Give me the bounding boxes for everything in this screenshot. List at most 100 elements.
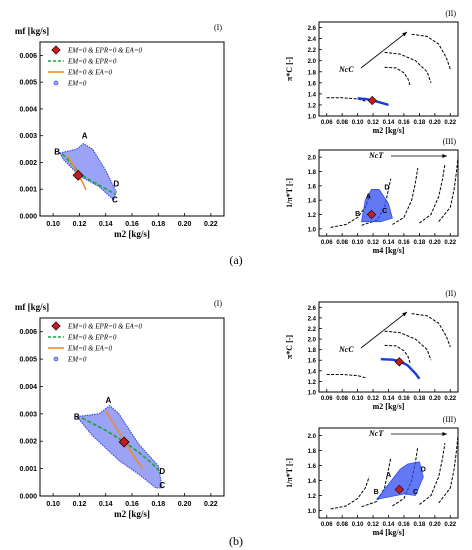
y-tick-label: 1.6: [308, 359, 317, 365]
legend-label: EM=0 & EPR=0 & EA=0: [67, 47, 143, 55]
speed-line: [326, 97, 366, 102]
marker-optimum: [394, 484, 404, 495]
y-axis-label: 1/π*T [-]: [285, 178, 294, 208]
region-em0: [58, 142, 117, 201]
y-tick-label: 1.8: [308, 348, 317, 354]
y-tick-label: 1.0: [308, 227, 317, 233]
y-tick-label: 1.0: [308, 391, 317, 397]
y-tick-label: 1.4: [308, 199, 317, 205]
legend-label: EM=0 & EPR=0 & EA=0: [67, 323, 143, 331]
speed-line: [361, 457, 392, 508]
y-tick-label: 0.000: [19, 494, 37, 501]
speed-line: [419, 442, 446, 505]
x-tick-label: 0.10: [352, 396, 364, 402]
y-tick-label: 0.001: [19, 466, 37, 473]
legend-label: EM=0 & EA=0: [67, 345, 113, 353]
x-tick-label: 0.18: [414, 396, 426, 402]
y-tick-label: 0.005: [19, 80, 37, 87]
y-tick-label: 1.2: [308, 380, 317, 386]
panel-label: (III): [443, 415, 457, 424]
y-tick-label: 1.2: [308, 213, 317, 219]
x-tick-label: 0.16: [398, 240, 410, 246]
legend-label: EM=0: [67, 80, 87, 88]
point-label-C: C: [112, 196, 118, 205]
x-tick-label: 0.14: [383, 522, 395, 528]
panel-label: (III): [443, 137, 457, 146]
speed-annotation: NcC: [338, 65, 354, 74]
y-tick-label: 2.0: [308, 156, 317, 162]
y-tick-label: 1.4: [308, 369, 317, 375]
x-tick-label: 0.12: [367, 396, 379, 402]
speed-annotation: NcT: [368, 429, 384, 438]
chart-a-III: 0.06 0.08 0.10 0.12 0.14 0.16 0.18 0.20 0.22 1.0 1…: [285, 137, 459, 255]
operating-line: [380, 358, 421, 380]
y-tick-label: 1.8: [308, 70, 317, 76]
operating-cloud: [375, 461, 424, 500]
x-tick-label: 0.20: [178, 501, 192, 508]
legend-marker: [53, 356, 59, 362]
panel-label: (I): [214, 299, 222, 308]
point-label-D: D: [384, 184, 389, 191]
x-tick-label: 0.06: [321, 120, 333, 126]
y-tick-label: 1.6: [308, 464, 317, 470]
point-label-D: D: [159, 467, 165, 476]
y-axis-label: 1/π*T [-]: [285, 458, 294, 488]
speed-line: [419, 164, 446, 224]
y-tick-label: 2.0: [308, 338, 317, 344]
subfigure-label-b: (b): [229, 534, 243, 548]
x-axis-label: m4 [kg/s]: [373, 246, 405, 255]
x-tick-label: 0.18: [414, 522, 426, 528]
x-tick-label: 0.14: [383, 120, 395, 126]
x-axis-label: m4 [kg/s]: [373, 528, 405, 537]
marker-optimum: [367, 95, 377, 106]
y-tick-label: 2.2: [308, 327, 317, 333]
x-tick-label: 0.12: [367, 120, 379, 126]
x-tick-label: 0.16: [398, 396, 410, 402]
y-tick-label: 2.4: [308, 37, 317, 43]
plot-frame: [318, 149, 459, 237]
y-tick-label: 0.004: [19, 106, 37, 113]
speed-line: [392, 167, 419, 225]
y-tick-label: 2.0: [308, 59, 317, 65]
chart-b-II: 0.06 0.08 0.10 0.12 0.14 0.16 0.18 0.20 0.22 1.0 1…: [285, 289, 459, 411]
y-tick-label: 0.006: [19, 53, 37, 60]
charts-layer: 0.10 0.12 0.14 0.16 0.18 0.20 0.220.0000.0010.…: [15, 9, 459, 537]
x-tick-label: 0.14: [383, 240, 395, 246]
y-tick-label: 2.4: [308, 316, 317, 322]
y-tick-label: 0.003: [19, 133, 37, 140]
x-tick-label: 0.22: [204, 501, 218, 508]
speed-line: [411, 313, 451, 348]
speed-arrow-head: [402, 312, 407, 317]
legend-label: EM=0 & EPR=0: [67, 334, 117, 342]
x-tick-label: 0.22: [204, 221, 218, 228]
x-tick-label: 0.08: [336, 396, 348, 402]
point-label-B: B: [374, 489, 379, 496]
y-tick-label: 1.6: [308, 184, 317, 190]
x-axis-label: m2 [kg/s]: [114, 509, 150, 519]
y-tick-label: 0.002: [19, 160, 37, 167]
x-tick-label: 0.16: [125, 501, 139, 508]
x-tick-label: 0.10: [352, 120, 364, 126]
marker-optimum: [366, 209, 377, 220]
x-tick-label: 0.14: [99, 501, 113, 508]
x-tick-label: 0.18: [151, 221, 165, 228]
y-tick-label: 2.0: [308, 434, 317, 440]
chart-b-III: 0.06 0.08 0.10 0.12 0.14 0.16 0.18 0.20 0.22 1.0 1…: [285, 415, 459, 537]
chart-a-main: 0.10 0.12 0.14 0.16 0.18 0.20 0.22 0.000 0.001 0.…: [15, 23, 225, 239]
speed-annotation: NcT: [368, 151, 384, 160]
point-label-C: C: [159, 481, 165, 490]
y-tick-label: 2.2: [308, 48, 317, 54]
y-tick-label: 1.4: [308, 479, 317, 485]
panel-label: (II): [445, 9, 456, 18]
speed-line: [330, 476, 370, 510]
point-label-A: A: [366, 194, 371, 201]
speed-line: [384, 66, 411, 86]
legend-label: EM=0 & EA=0: [67, 69, 113, 77]
region-em0: [75, 404, 163, 489]
legend-label: EM=0: [67, 356, 87, 364]
x-tick-label: 0.10: [352, 240, 364, 246]
legend-marker: [53, 80, 59, 86]
x-tick-label: 0.06: [321, 522, 333, 528]
marker-optimum: [72, 169, 84, 181]
x-tick-label: 0.10: [46, 501, 60, 508]
